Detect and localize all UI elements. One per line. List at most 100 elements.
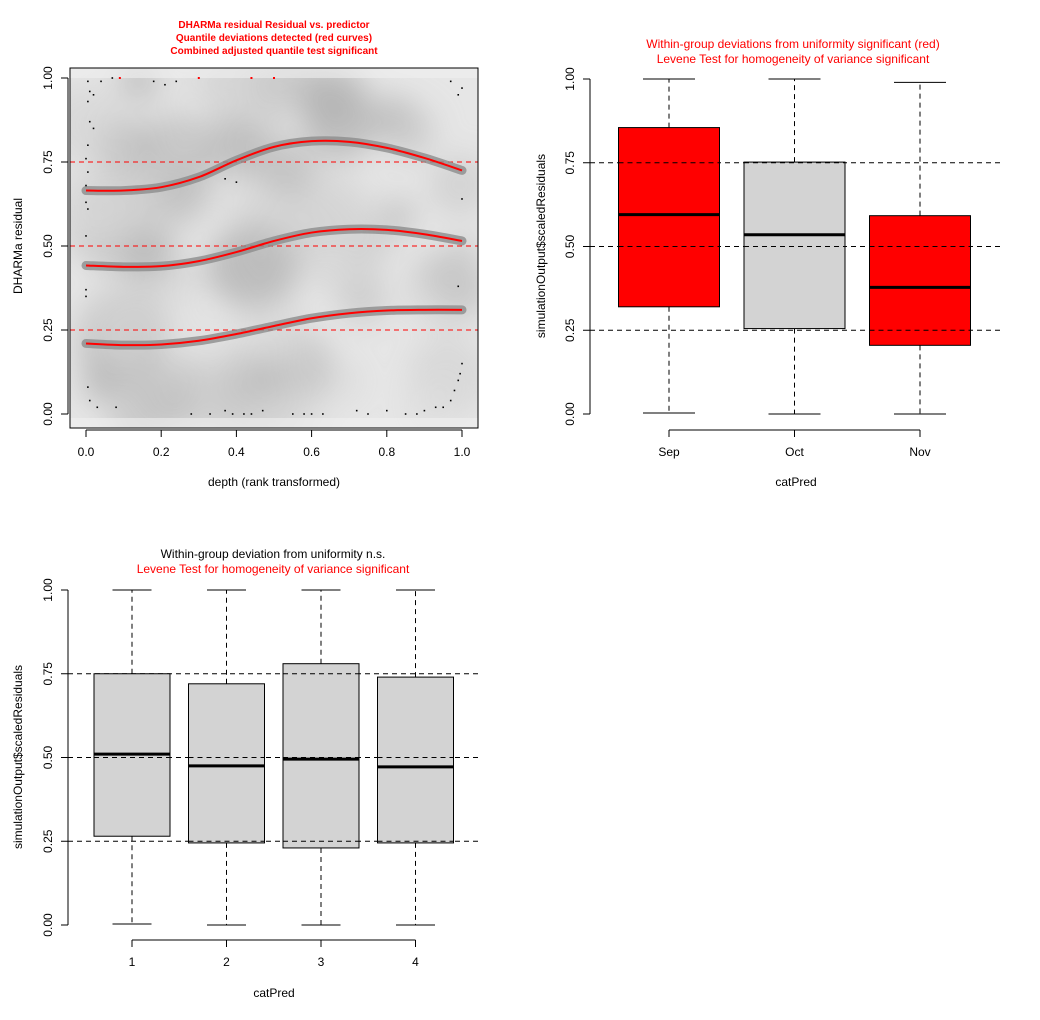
quantile-curve-q0.25 [85, 308, 463, 347]
outlier-point [197, 77, 200, 79]
quantile-curves [81, 136, 467, 350]
residual-point [85, 288, 87, 291]
box-3 [282, 663, 360, 849]
x-tick-label: 0.4 [228, 445, 245, 459]
panel3-title: Within-group deviation from uniformity n… [137, 547, 410, 576]
residual-point [386, 409, 388, 412]
residual-points [85, 77, 463, 415]
x-axis-label: depth (rank transformed) [208, 475, 340, 489]
residual-point [449, 80, 452, 83]
residual-point [85, 295, 87, 298]
residual-point [404, 413, 407, 415]
box-Sep [618, 127, 720, 308]
residual-point [303, 413, 305, 415]
y-tick-label: 1.00 [563, 67, 577, 91]
density-blob [70, 168, 124, 233]
residual-point [423, 409, 426, 412]
residual-point [355, 409, 358, 412]
title-line: Within-group deviation from uniformity n… [161, 547, 386, 561]
residual-point [224, 409, 226, 412]
title-line: Levene Test for homogeneity of variance … [137, 562, 410, 576]
y-tick-label: 1.00 [41, 66, 55, 90]
outlier-point [273, 77, 275, 79]
y-tick-label: 0.00 [41, 402, 55, 426]
x-tick-label: 1 [129, 955, 136, 969]
x-axis: Sep Oct Nov [658, 429, 931, 459]
residual-point [449, 399, 452, 402]
y-tick-label: 0.75 [41, 662, 55, 686]
residual-point [292, 413, 294, 415]
panel2-title: Within-group deviations from uniformity … [646, 37, 939, 66]
x-tick-label: 0.0 [78, 445, 95, 459]
x-axis: 0.0 0.2 0.4 0.6 0.8 1.0 [78, 429, 471, 459]
residual-point [453, 389, 456, 392]
outlier-point [250, 77, 253, 79]
boxplot-month-panel: Within-group deviations from uniformity … [534, 37, 1000, 489]
density-blob [211, 222, 302, 313]
density-blob [402, 379, 462, 428]
residual-point [85, 235, 87, 237]
residual-point [92, 127, 95, 130]
x-tick-label: 3 [318, 955, 325, 969]
density-blob [260, 140, 318, 197]
density-background [70, 68, 478, 428]
residual-point [457, 94, 460, 96]
residual-point [88, 399, 91, 402]
residual-point [224, 178, 226, 180]
density-blob [434, 259, 478, 316]
density-blob [89, 292, 161, 365]
residual-point [190, 413, 193, 415]
outlier-point [118, 77, 121, 79]
residual-point [164, 83, 166, 86]
residual-point [88, 120, 91, 123]
y-tick-label: 0.25 [41, 318, 55, 342]
y-tick-label: 0.25 [563, 318, 577, 342]
boxplot-category-panel: Within-group deviation from uniformity n… [11, 547, 478, 1000]
x-tick-label: 1.0 [454, 445, 471, 459]
residual-point [461, 362, 463, 365]
residual-point [87, 100, 89, 103]
boxes [93, 589, 454, 926]
residual-point [175, 80, 178, 83]
residual-point [209, 413, 211, 415]
y-axis: 0.00 0.25 0.50 0.75 1.00 [41, 66, 69, 426]
residual-point [100, 80, 102, 83]
residual-point [85, 184, 87, 187]
residual-point [457, 379, 460, 382]
y-axis: 0.00 0.25 0.50 0.75 1.00 [41, 578, 69, 937]
residual-point [88, 90, 91, 93]
residual-point [235, 181, 238, 183]
box-Oct [743, 161, 846, 330]
x-axis-label: catPred [253, 986, 294, 1000]
title-line: Within-group deviations from uniformity … [646, 37, 939, 51]
x-tick-label: Nov [909, 445, 930, 459]
x-axis: 1 2 3 4 [129, 939, 419, 969]
y-tick-label: 1.00 [41, 578, 55, 602]
boxes [618, 78, 971, 415]
panel1-title: DHARMa residual Residual vs. predictor Qu… [170, 20, 378, 57]
residual-point [115, 406, 117, 409]
reference-lines [70, 161, 478, 331]
density-blob [158, 358, 231, 428]
residual-point [92, 94, 95, 96]
residual-point [261, 409, 264, 412]
residual-point [85, 157, 87, 160]
edge-highlight [70, 68, 478, 78]
quantile-curve-q0.75 [85, 139, 463, 192]
panel1-plot-frame [69, 67, 479, 429]
density-blob [70, 84, 120, 163]
x-tick-label: 0.6 [303, 445, 320, 459]
y-tick-label: 0.50 [563, 234, 577, 258]
box-4 [377, 676, 454, 844]
title-line: Levene Test for homogeneity of variance … [657, 52, 930, 66]
y-tick-label: 0.75 [563, 151, 577, 175]
y-tick-label: 0.00 [563, 402, 577, 426]
y-axis: 0.00 0.25 0.50 0.75 1.00 [563, 67, 591, 426]
y-tick-label: 0.00 [41, 913, 55, 937]
y-tick-label: 0.75 [41, 150, 55, 174]
y-axis-label: DHARMa residual [11, 198, 25, 294]
x-tick-label: Oct [785, 445, 804, 459]
x-tick-label: 4 [412, 955, 419, 969]
residual-point [243, 413, 245, 415]
